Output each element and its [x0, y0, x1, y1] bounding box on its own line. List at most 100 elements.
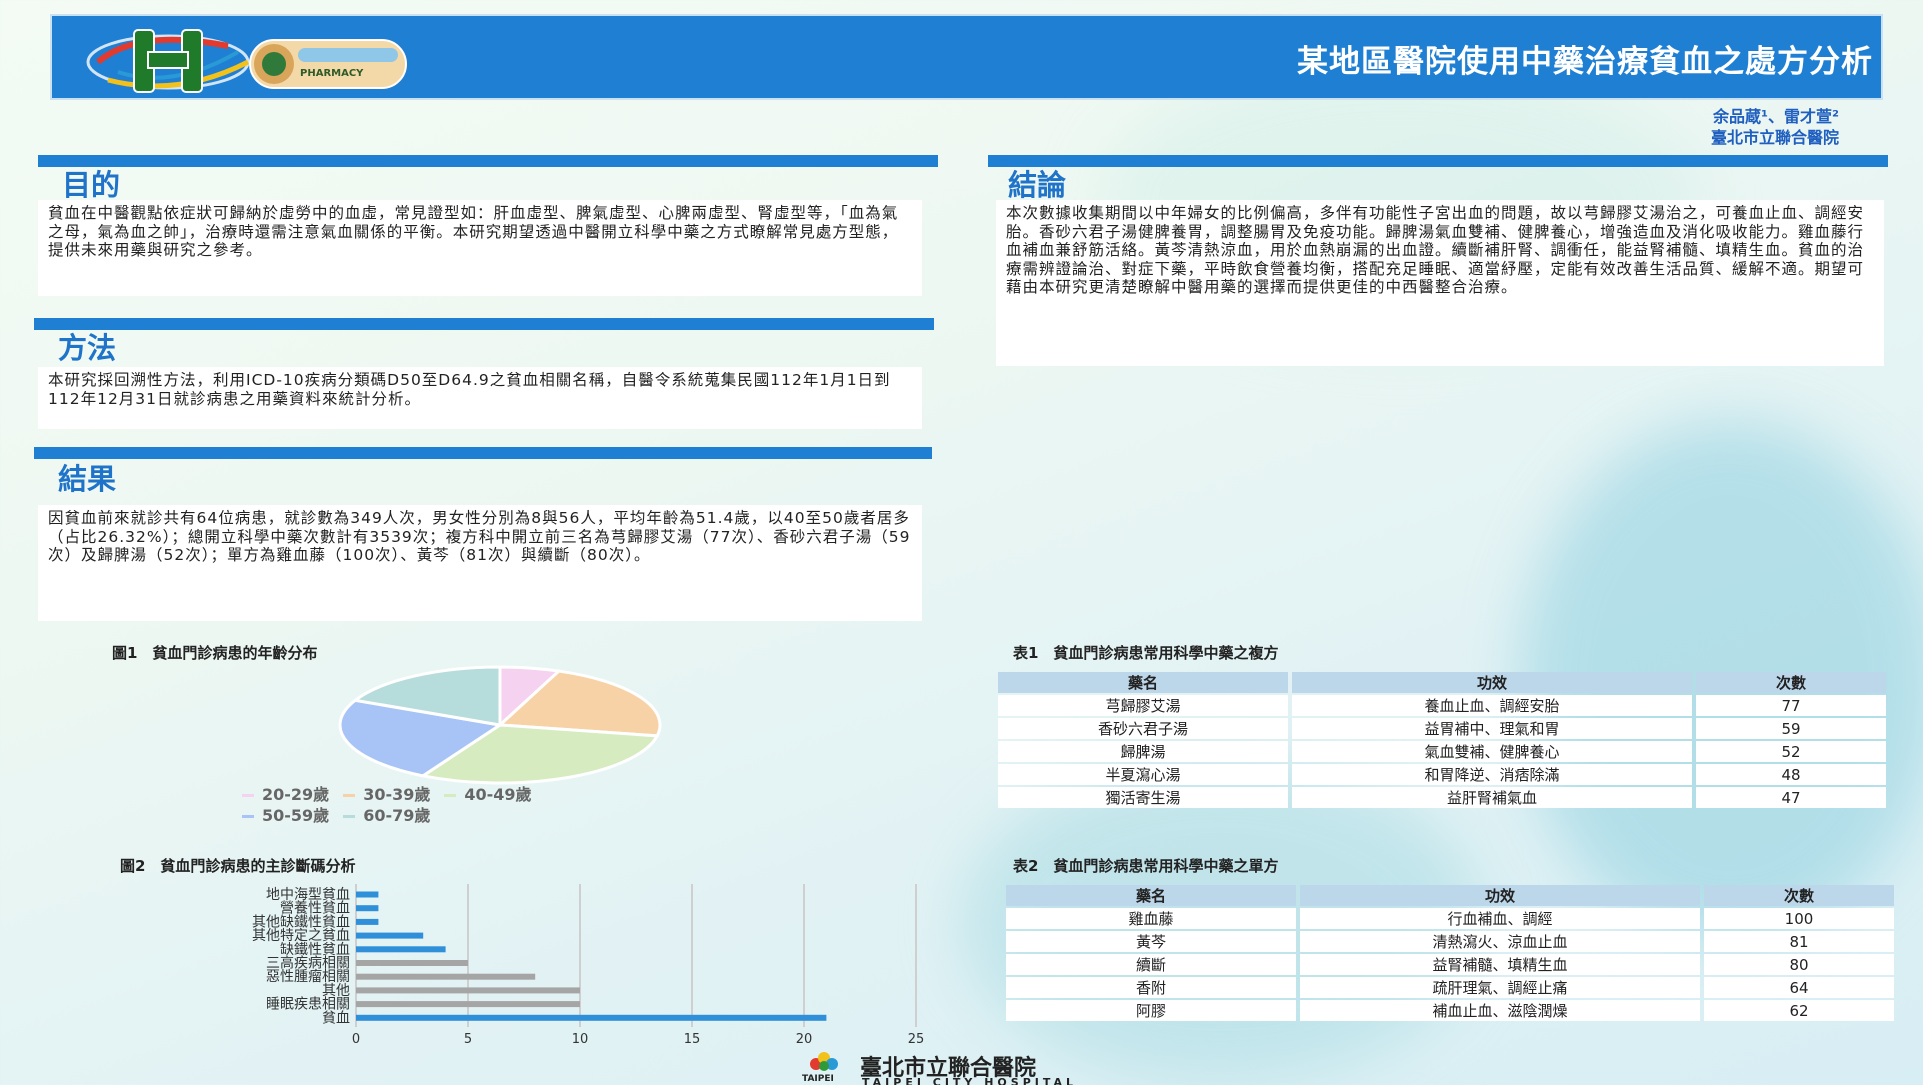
- bar-其他特定之貧血: [356, 932, 424, 939]
- table2-cell: 62: [1704, 1000, 1894, 1021]
- author-affiliation: 臺北市立聯合醫院: [1710, 128, 1839, 147]
- x-tick-label: 15: [684, 1032, 701, 1047]
- bar-缺鐵性貧血: [356, 946, 446, 953]
- authors-block: 余品蔵¹、雷才萱² 臺北市立聯合醫院: [1711, 106, 1839, 148]
- table2-cell: 清熱瀉火、涼血止血: [1300, 931, 1700, 952]
- pharmacy-logo: PHARMACY: [248, 38, 408, 90]
- legend-swatch: [242, 815, 254, 818]
- y-category-label: 地中海型貧血: [266, 887, 350, 903]
- table2-cell: 100: [1704, 908, 1894, 929]
- table1-cell: 養血止血、調經安胎: [1292, 695, 1692, 716]
- table2-cell: 80: [1704, 954, 1894, 975]
- table1-cell: 59: [1696, 718, 1886, 739]
- pie-slice-30-39歲: [496, 669, 662, 738]
- footer-hospital-name-en: TAIPEI CITY HOSPITAL: [862, 1076, 1078, 1085]
- page-title: 某地區醫院使用中藥治療貧血之處方分析: [1297, 44, 1873, 80]
- method-title: 方法: [58, 331, 117, 365]
- bar-惡性腫瘤相關: [356, 973, 536, 980]
- x-tick-label: 25: [908, 1032, 925, 1047]
- result-text: 因貧血前來就診共有64位病患，就診數為349人次，男女性分別為8與56人，平均年…: [38, 505, 922, 621]
- table2-header-cell: 藥名: [1006, 885, 1296, 906]
- table2-cell: 行血補血、調經: [1300, 908, 1700, 929]
- table-row: 獨活寄生湯 益肝腎補氣血 47: [998, 787, 1886, 808]
- pharmacy-logo-text: PHARMACY: [300, 68, 364, 79]
- taipei-flower-icon: [810, 1052, 838, 1071]
- table-row: 阿膠 補血止血、滋陰潤燥 62: [1006, 1000, 1894, 1021]
- conclusion-text: 本次數據收集期間以中年婦女的比例偏高，多伴有功能性子宮出血的問題，故以芎歸膠艾湯…: [996, 200, 1884, 366]
- table2-cell: 香附: [1006, 977, 1296, 998]
- legend-label: 20-29歲: [262, 785, 330, 804]
- table1-cell: 歸脾湯: [998, 741, 1288, 762]
- author-names: 余品蔵¹、雷才萱²: [1712, 107, 1839, 126]
- legend-label: 30-39歲: [363, 785, 431, 804]
- legend-label: 60-79歲: [363, 806, 431, 825]
- table-row: 香砂六君子湯 益胃補中、理氣和胃 59: [998, 718, 1886, 739]
- pharmacy-badge-icon: [249, 39, 407, 89]
- table2-cell: 64: [1704, 977, 1894, 998]
- legend-item: 40-49歲: [444, 784, 532, 805]
- table1-cell: 48: [1696, 764, 1886, 785]
- bar-三高疾病相關: [356, 960, 468, 966]
- diagnosis-bar-chart: 0 5 10 15 20 25 地中海型貧血營養性貧血其他缺鐵性貧血其他特定之貧血缺鐵性貧血…: [252, 884, 925, 1047]
- legend-swatch: [343, 794, 356, 797]
- table2-cell: 續斷: [1006, 954, 1296, 975]
- purpose-title: 目的: [62, 168, 121, 202]
- y-category-label: 惡性腫瘤相關: [266, 968, 350, 985]
- conclusion-title: 結論: [1008, 168, 1067, 202]
- table1-cell: 益肝腎補氣血: [1292, 787, 1692, 808]
- footer-hospital-name: 臺北市立聯合醫院: [860, 1056, 1037, 1081]
- footer-taipei-mark: TAIPEI: [802, 1074, 834, 1084]
- table1-cell: 47: [1696, 787, 1886, 808]
- figure2-caption: 圖2 貧血門診病患的主診斷碼分析: [120, 857, 356, 875]
- section-bar: [34, 318, 934, 330]
- y-category-label: 其他缺鐵性貧血: [252, 913, 350, 930]
- table1-cell: 77: [1696, 695, 1886, 716]
- table2-header-cell: 功效: [1300, 885, 1700, 906]
- table-row: 芎歸膠艾湯 養血止血、調經安胎 77: [998, 695, 1886, 716]
- section-bar: [38, 155, 938, 167]
- bar-其他缺鐵性貧血: [356, 918, 379, 925]
- table-row: 黃芩 清熱瀉火、涼血止血 81: [1006, 931, 1894, 952]
- single-herb-table: 藥名 功效 次數 雞血藤 行血補血、調經 100 黃芩 清熱瀉火、涼血止血 81 續斷 益腎補髓、…: [1002, 883, 1898, 1023]
- bar-其他: [356, 987, 580, 994]
- pie-legend: 20-29歲 30-39歲 40-49歲 50-59歲 60-79歲: [242, 784, 802, 826]
- table1-cell: 益胃補中、理氣和胃: [1292, 718, 1692, 739]
- legend-swatch: [444, 794, 457, 797]
- legend-item: 30-39歲: [343, 784, 430, 805]
- table2-cell: 益腎補髓、填精生血: [1300, 954, 1700, 975]
- table1-cell: 半夏瀉心湯: [998, 764, 1288, 785]
- section-bar: [988, 155, 1888, 167]
- y-category-label: 其他: [322, 983, 350, 999]
- purpose-text: 貧血在中醫觀點依症狀可歸納於虛勞中的血虛，常見證型如：肝血虛型、脾氣虛型、心脾兩…: [38, 200, 922, 296]
- table-row: 歸脾湯 氣血雙補、健脾養心 52: [998, 741, 1886, 762]
- table1-header-cell: 藥名: [998, 672, 1288, 693]
- table2-cell: 阿膠: [1006, 1000, 1296, 1021]
- bar-貧血: [356, 1014, 827, 1021]
- age-pie-chart: [338, 665, 662, 785]
- table2-cell: 疏肝理氣、調經止痛: [1300, 977, 1700, 998]
- y-category-label: 缺鐵性貧血: [280, 941, 350, 958]
- x-tick-label: 0: [352, 1032, 360, 1047]
- table1-cell: 獨活寄生湯: [998, 787, 1288, 808]
- bar-睡眠疾患相關: [356, 1001, 580, 1008]
- hospital-h-logo-icon: [86, 29, 250, 93]
- table-row: 續斷 益腎補髓、填精生血 80: [1006, 954, 1894, 975]
- y-category-label: 貧血: [322, 1010, 350, 1026]
- legend-swatch: [343, 815, 356, 818]
- y-category-label: 營養性貧血: [280, 900, 350, 917]
- figure1-caption: 圖1 貧血門診病患的年齡分布: [112, 644, 318, 662]
- x-tick-label: 20: [796, 1032, 813, 1047]
- table2-cell: 黃芩: [1006, 931, 1296, 952]
- table1-cell: 和胃降逆、消痞除滿: [1292, 764, 1692, 785]
- x-tick-label: 5: [464, 1032, 472, 1047]
- table2-header-cell: 次數: [1704, 885, 1894, 906]
- y-category-label: 睡眠疾患相關: [266, 997, 350, 1013]
- x-tick-label: 10: [572, 1032, 589, 1047]
- table1-header-cell: 功效: [1292, 672, 1692, 693]
- table2-cell: 雞血藤: [1006, 908, 1296, 929]
- table-row: 半夏瀉心湯 和胃降逆、消痞除滿 48: [998, 764, 1886, 785]
- bar-營養性貧血: [356, 905, 379, 912]
- table2-caption: 表2 貧血門診病患常用科學中藥之單方: [1013, 857, 1279, 875]
- table1-cell: 氣血雙補、健脾養心: [1292, 741, 1692, 762]
- legend-label: 50-59歲: [262, 806, 330, 825]
